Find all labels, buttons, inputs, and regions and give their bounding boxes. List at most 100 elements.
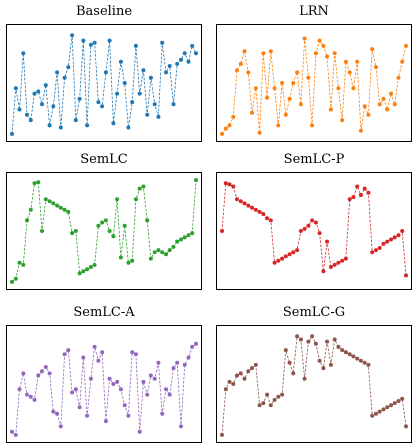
data-point: [246, 203, 251, 208]
data-point: [111, 121, 116, 126]
data-point: [291, 371, 296, 376]
data-point: [370, 250, 375, 255]
data-point: [100, 104, 105, 109]
data-point: [317, 231, 322, 236]
data-point: [118, 255, 123, 260]
chart-title: SemLC-G: [282, 305, 346, 320]
data-point: [81, 355, 86, 360]
data-point: [51, 409, 56, 414]
data-point: [287, 96, 292, 101]
data-point: [223, 126, 228, 131]
data-point: [62, 352, 67, 357]
data-point: [325, 339, 330, 344]
data-point: [396, 75, 401, 80]
data-point: [179, 237, 183, 242]
data-point: [317, 38, 322, 43]
data-point: [298, 337, 303, 342]
data-point: [389, 237, 393, 242]
data-point: [103, 70, 108, 75]
data-point: [122, 223, 127, 228]
series-line: [221, 38, 407, 135]
data-point: [404, 424, 408, 429]
data-point: [220, 432, 224, 437]
data-point: [257, 209, 262, 214]
data-point: [58, 125, 63, 130]
data-point: [227, 123, 232, 128]
data-point: [235, 373, 239, 378]
data-point: [332, 262, 337, 267]
chart-panel-baseline: Baseline: [6, 4, 202, 144]
data-point: [374, 411, 378, 416]
data-point: [130, 258, 135, 263]
data-point: [355, 59, 360, 64]
data-point: [370, 413, 375, 418]
data-point: [295, 70, 300, 75]
data-point: [70, 33, 75, 38]
data-point: [317, 358, 322, 363]
data-point: [351, 86, 356, 91]
data-point: [133, 352, 138, 357]
data-point: [298, 102, 303, 107]
data-point: [122, 403, 127, 408]
data-point: [336, 86, 341, 91]
data-point: [190, 231, 195, 236]
plot-area: [6, 172, 202, 290]
data-point: [392, 401, 397, 406]
data-point: [238, 199, 243, 204]
data-point: [103, 218, 108, 223]
chart-title: SemLC-P: [283, 152, 345, 167]
data-point: [385, 239, 390, 244]
data-point: [81, 269, 86, 274]
data-point: [302, 226, 307, 231]
data-point: [25, 218, 29, 223]
data-point: [355, 356, 360, 361]
data-point: [51, 104, 56, 109]
data-point: [242, 49, 247, 54]
data-point: [77, 96, 82, 101]
data-point: [340, 258, 345, 263]
chart-panel-semlc-a: SemLC-A: [6, 305, 202, 445]
data-point: [321, 43, 326, 48]
data-point: [70, 231, 75, 236]
data-point: [321, 366, 326, 371]
data-point: [362, 186, 367, 191]
data-point: [164, 252, 168, 257]
chart-title: Baseline: [75, 4, 133, 19]
data-point: [366, 112, 371, 117]
data-point: [148, 373, 153, 378]
data-point: [100, 350, 105, 355]
data-point: [179, 424, 183, 429]
data-point: [70, 390, 75, 395]
data-point: [295, 248, 300, 253]
data-point: [141, 68, 146, 73]
data-point: [164, 70, 168, 75]
data-point: [43, 197, 48, 202]
data-point: [385, 405, 390, 410]
axes-frame: [6, 24, 202, 142]
data-point: [336, 260, 341, 265]
data-point: [145, 218, 150, 223]
data-point: [253, 362, 258, 367]
data-point: [62, 75, 67, 80]
data-point: [306, 223, 311, 228]
data-point: [66, 348, 71, 353]
data-point: [302, 376, 307, 381]
data-point: [145, 392, 150, 397]
data-point: [287, 360, 292, 365]
data-point: [55, 411, 60, 416]
data-point: [10, 429, 14, 434]
data-point: [343, 350, 348, 355]
data-point: [351, 354, 356, 359]
data-point: [362, 104, 367, 109]
data-point: [374, 248, 378, 253]
data-point: [231, 114, 236, 119]
data-point: [265, 392, 270, 397]
plot-area: [6, 24, 202, 142]
data-point: [175, 61, 180, 66]
data-point: [10, 131, 14, 136]
data-point: [148, 256, 153, 261]
chart-title: SemLC-A: [73, 305, 135, 320]
data-point: [283, 348, 288, 353]
chart-panel-semlc: SemLC: [6, 152, 202, 292]
data-point: [111, 382, 116, 386]
